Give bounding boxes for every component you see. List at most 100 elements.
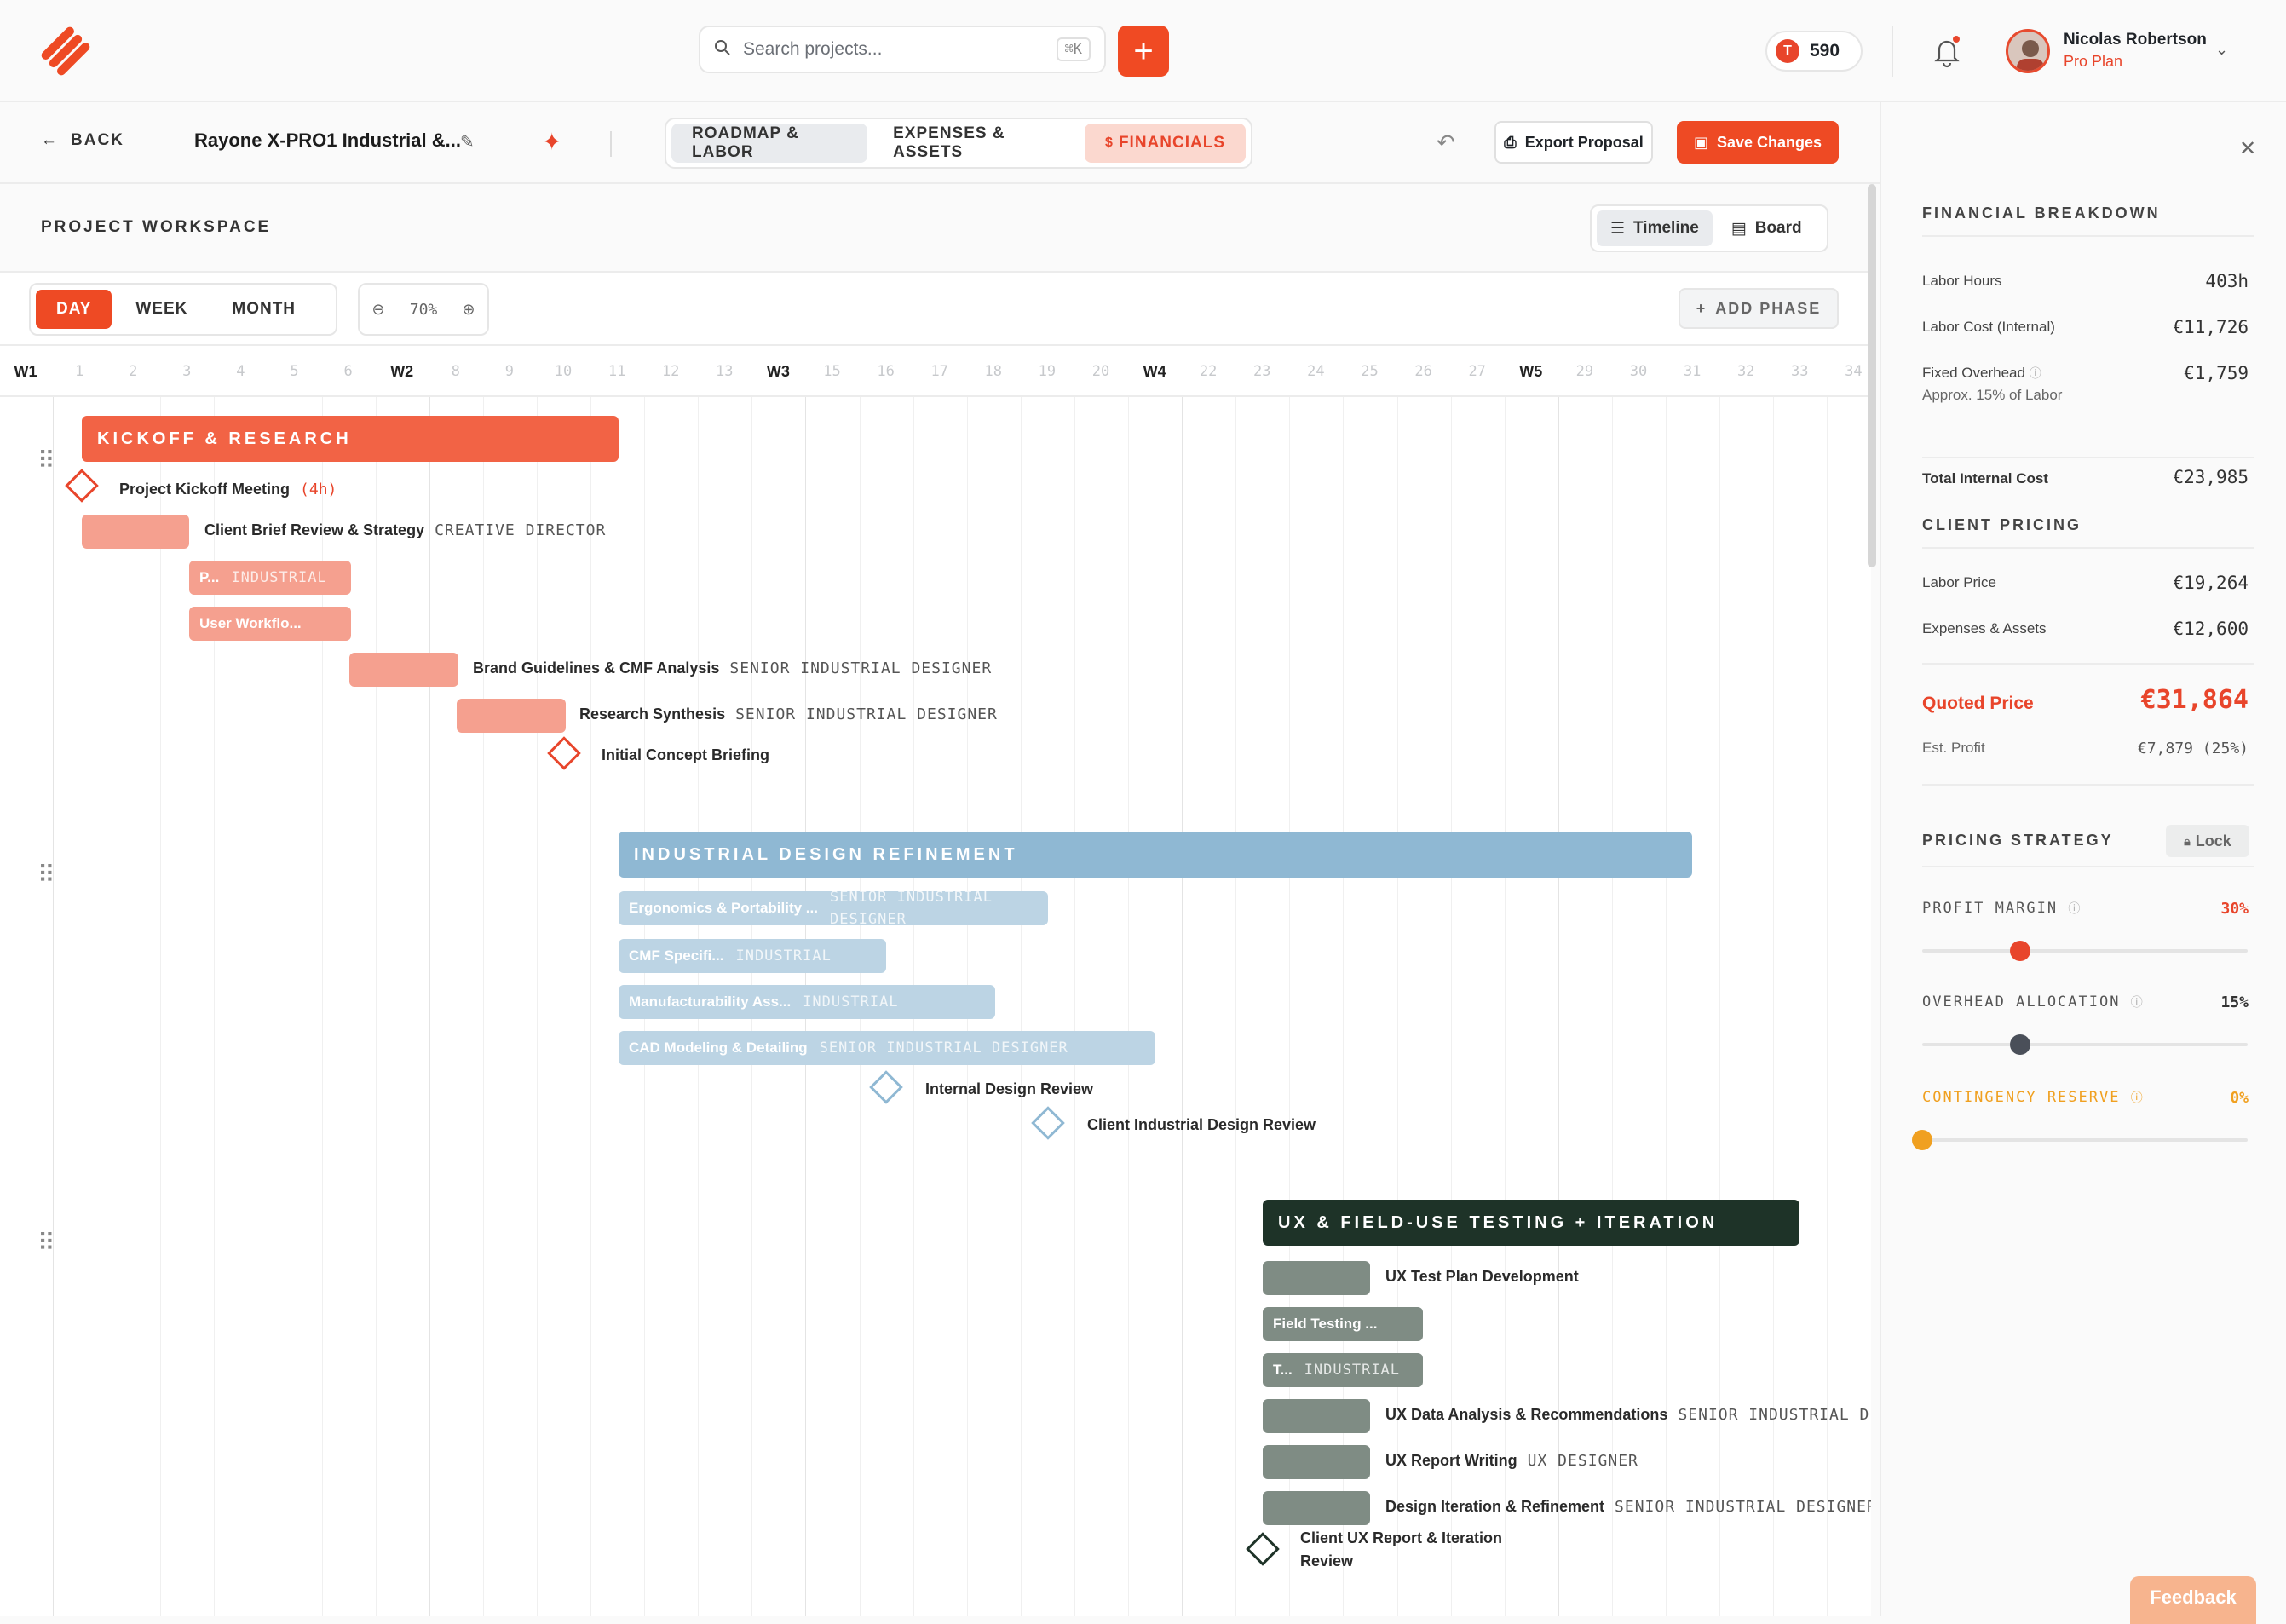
task-bar[interactable]: CAD Modeling & Detailing SENIOR INDUSTRIA…: [619, 1031, 1155, 1065]
grid-line: [429, 397, 430, 1616]
avatar[interactable]: [2006, 29, 2050, 73]
task-bar[interactable]: [1263, 1399, 1370, 1433]
project-title[interactable]: Rayone X-PRO1 Industrial &...: [194, 130, 461, 151]
workspace-header: PROJECT WORKSPACE ☰ Timeline ▤ Board: [0, 184, 1871, 273]
save-changes-button[interactable]: ▣ Save Changes: [1677, 121, 1839, 164]
profit-margin-slider[interactable]: [1922, 941, 2248, 961]
task-bar[interactable]: [1263, 1261, 1370, 1295]
phase-bar[interactable]: INDUSTRIAL DESIGN REFINEMENT: [619, 832, 1692, 878]
milestone-diamond[interactable]: [1246, 1532, 1280, 1566]
day-label: 3: [182, 363, 192, 380]
milestone-diamond[interactable]: [65, 469, 99, 503]
day-label: 1: [74, 363, 84, 380]
day-label: 18: [984, 363, 1003, 380]
task-bar[interactable]: User Workflo...: [189, 607, 351, 641]
back-button[interactable]: ← BACK: [41, 131, 124, 150]
labor-hours-label: Labor Hours: [1922, 273, 2002, 289]
day-label: 2: [129, 363, 138, 380]
task-bar[interactable]: Ergonomics & Portability ... SENIOR INDUS…: [619, 891, 1048, 925]
scale-week[interactable]: WEEK: [135, 300, 188, 318]
timeline-view-button[interactable]: ☰ Timeline: [1597, 210, 1713, 246]
tab-roadmap-labor[interactable]: ROADMAP & LABOR: [671, 124, 868, 163]
labor-hours-value: 403h: [2205, 271, 2249, 291]
export-proposal-button[interactable]: ⎙ Export Proposal: [1494, 121, 1653, 164]
day-label: 27: [1468, 363, 1486, 380]
grid-line: [1611, 397, 1613, 1616]
drag-handle-icon[interactable]: ⠿: [37, 861, 55, 888]
tab-financials[interactable]: $ FINANCIALS: [1085, 124, 1246, 163]
slider-handle[interactable]: [1912, 1130, 1932, 1150]
task-bar[interactable]: [457, 699, 566, 733]
grid-line: [1128, 397, 1129, 1616]
slider-handle[interactable]: [2009, 941, 2030, 961]
lock-icon: 🔒︎: [2184, 833, 2191, 848]
phase-bar[interactable]: KICKOFF & RESEARCH: [82, 416, 619, 462]
task-bar[interactable]: P... INDUSTRIAL: [189, 561, 351, 595]
task-bar[interactable]: [1263, 1445, 1370, 1479]
overhead-allocation-slider[interactable]: [1922, 1034, 2248, 1055]
day-label: 11: [607, 363, 626, 380]
pencil-icon[interactable]: ✎: [460, 133, 475, 152]
quoted-price-label: Quoted Price: [1922, 694, 2034, 713]
bell-icon[interactable]: [1932, 34, 1961, 68]
arrow-left-icon: ←: [41, 131, 59, 149]
milestone-label: Client Industrial Design Review: [1087, 1116, 1316, 1133]
token-balance[interactable]: T 590: [1765, 31, 1863, 72]
user-plan: Pro Plan: [2064, 53, 2123, 70]
new-project-button[interactable]: +: [1118, 26, 1169, 77]
profit-label: Est. Profit: [1922, 740, 1985, 756]
token-count: 590: [1810, 41, 1840, 60]
lock-button[interactable]: 🔒︎ Lock: [2166, 825, 2249, 857]
board-label: Board: [1754, 219, 1802, 237]
divider: [1892, 26, 1893, 77]
task-bar[interactable]: [349, 653, 458, 687]
close-icon[interactable]: ✕: [2239, 137, 2257, 160]
task-bar[interactable]: [1263, 1491, 1370, 1525]
day-label: 22: [1199, 363, 1218, 380]
contingency-reserve-slider[interactable]: [1912, 1130, 2248, 1150]
user-name[interactable]: Nicolas Robertson: [2064, 31, 2207, 49]
slider-handle[interactable]: [2009, 1034, 2030, 1055]
task-label: Brand Guidelines & CMF Analysis SENIOR IN…: [473, 659, 993, 677]
scale-day[interactable]: DAY: [36, 290, 112, 329]
search-shortcut: ⌘K: [1056, 37, 1091, 61]
phase-bar[interactable]: UX & FIELD-USE TESTING + ITERATION: [1263, 1200, 1799, 1246]
milestone-diamond[interactable]: [1031, 1106, 1065, 1140]
week-label: W4: [1143, 362, 1166, 380]
task-label: Client Brief Review & Strategy CREATIVE D…: [204, 521, 607, 539]
scale-month[interactable]: MONTH: [232, 300, 297, 318]
task-bar[interactable]: Manufacturability Ass... INDUSTRIAL: [619, 985, 995, 1019]
plus-icon: +: [1133, 32, 1154, 70]
app-logo[interactable]: [37, 24, 94, 78]
pricing-strategy-title: PRICING STRATEGY: [1922, 832, 2114, 849]
chevron-down-icon[interactable]: ⌄: [2215, 41, 2229, 58]
zoom-out-icon[interactable]: ⊖: [371, 300, 385, 318]
milestone-label: Internal Design Review: [925, 1080, 1094, 1097]
overhead-note: Approx. 15% of Labor: [1922, 387, 2063, 403]
drag-handle-icon[interactable]: ⠿: [37, 447, 55, 474]
scrollbar[interactable]: [1868, 184, 1876, 567]
milestone-diamond[interactable]: [869, 1070, 903, 1104]
search-input[interactable]: Search projects...: [743, 39, 883, 59]
undo-icon[interactable]: ↶: [1437, 130, 1455, 155]
view-toggle: ☰ Timeline ▤ Board: [1590, 204, 1828, 252]
feedback-button[interactable]: Feedback: [2130, 1576, 2256, 1624]
ai-sparkle-icon[interactable]: ✦: [542, 129, 562, 155]
grid-line: [375, 397, 377, 1616]
milestone-diamond[interactable]: [547, 736, 581, 770]
zoom-in-icon[interactable]: ⊕: [462, 300, 475, 318]
board-view-button[interactable]: ▤ Board: [1718, 210, 1816, 246]
expenses-label: Expenses & Assets: [1922, 620, 2047, 636]
task-bar[interactable]: [82, 515, 189, 549]
search-bar[interactable]: Search projects... ⌘K: [699, 26, 1106, 73]
task-label: Design Iteration & Refinement SENIOR INDU…: [1385, 1498, 1871, 1516]
tab-expenses-assets[interactable]: EXPENSES & ASSETS: [893, 124, 1005, 161]
drag-handle-icon[interactable]: ⠿: [37, 1230, 55, 1256]
task-bar[interactable]: Field Testing ...: [1263, 1307, 1423, 1341]
add-phase-button[interactable]: + ADD PHASE: [1679, 288, 1839, 329]
task-bar[interactable]: CMF Specifi... INDUSTRIAL: [619, 939, 886, 973]
task-bar[interactable]: T... INDUSTRIAL: [1263, 1353, 1423, 1387]
day-label: 15: [823, 363, 841, 380]
day-label: 23: [1253, 363, 1271, 380]
breakdown-title: FINANCIAL BREAKDOWN: [1922, 204, 2161, 222]
